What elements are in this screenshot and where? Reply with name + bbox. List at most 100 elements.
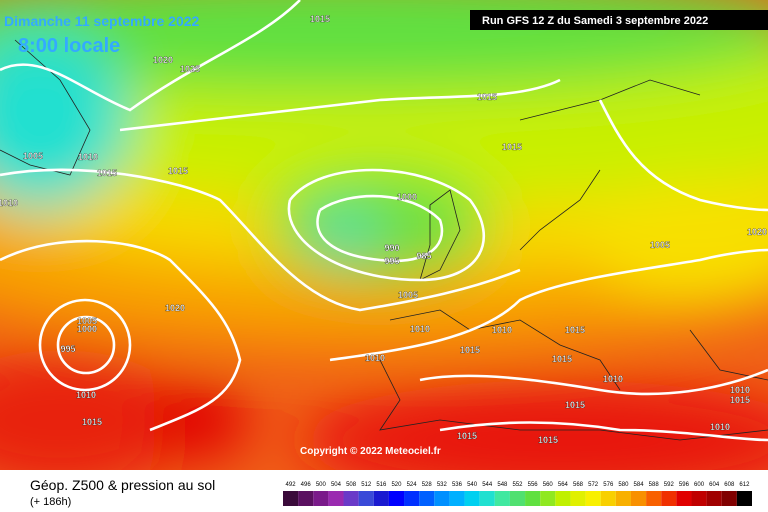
isobar-label: 985 — [416, 251, 431, 261]
legend-tick-label: 504 — [331, 482, 342, 488]
isobar-label: 1005 — [398, 290, 418, 300]
legend-tick-label: 548 — [497, 482, 508, 488]
legend-tick-label: 536 — [452, 482, 463, 488]
legend-tick-label: 560 — [543, 482, 554, 488]
legend-tick-label: 540 — [467, 482, 478, 488]
legend-tick-label: 512 — [361, 482, 372, 488]
legend-swatch — [585, 491, 601, 506]
legend-tick-label: 492 — [286, 482, 297, 488]
legend-tick-label: 604 — [709, 482, 720, 488]
legend-swatch — [404, 491, 420, 506]
legend-swatch — [298, 491, 314, 506]
legend-swatch — [419, 491, 435, 506]
isobar-label: 1015 — [460, 345, 480, 355]
legend-swatch — [570, 491, 586, 506]
isobar-label: 1020 — [165, 303, 185, 313]
legend-tick-label: 532 — [437, 482, 448, 488]
legend-swatch — [509, 491, 526, 506]
isobar-label: 1005 — [77, 316, 97, 326]
isobar-label: 1015 — [730, 395, 750, 405]
legend-swatch — [525, 491, 541, 506]
legend-tick-label: 596 — [679, 482, 690, 488]
isobar-label: 1015 — [565, 325, 585, 335]
map-date: Dimanche 11 septembre 2022 — [4, 13, 200, 29]
legend-swatch — [555, 491, 571, 506]
copyright: Copyright © 2022 Meteociel.fr — [300, 446, 441, 457]
isobar-label: 1015 — [552, 354, 572, 364]
legend-tick-label: 592 — [664, 482, 675, 488]
legend-swatch — [313, 491, 329, 506]
legend-swatch — [343, 491, 359, 506]
isobar-label: 995 — [60, 344, 75, 354]
legend-tick-label: 608 — [724, 482, 735, 488]
legend-tick-label: 528 — [422, 482, 433, 488]
isobar-label: 1010 — [603, 374, 623, 384]
legend-tick-label: 572 — [588, 482, 599, 488]
legend-swatch — [676, 491, 692, 506]
color-legend: 492 496 500 504 508 512 516 520 524 528 532 536 540 5… — [283, 482, 752, 506]
map-time: 8:00 locale — [18, 35, 120, 57]
legend-tick-label: 612 — [739, 482, 750, 488]
isobar-label: 1015 — [457, 431, 477, 441]
isobar-label: 1015 — [477, 92, 497, 102]
isobar-label: 1000 — [397, 192, 417, 202]
legend-swatch — [600, 491, 616, 506]
legend-swatch — [479, 491, 495, 506]
run-info: Run GFS 12 Z du Samedi 3 septembre 2022 — [482, 15, 708, 27]
legend-tick-label: 520 — [391, 482, 402, 488]
legend-tick-label: 508 — [346, 482, 357, 488]
legend-swatch — [615, 491, 631, 506]
isobar-label: 1010 — [492, 325, 512, 335]
legend-swatch — [736, 491, 752, 506]
isobar-label: 1015 — [565, 400, 585, 410]
isobar-label: 1015 — [538, 435, 558, 445]
legend-tick-label: 500 — [316, 482, 327, 488]
legend-swatch — [540, 491, 556, 506]
legend-tick-label: 576 — [603, 482, 614, 488]
legend-swatch — [661, 491, 677, 506]
legend-swatch — [328, 491, 344, 506]
isobar-label: 990 — [384, 243, 399, 253]
isobar-label: 1010 — [76, 390, 96, 400]
legend-tick-label: 496 — [301, 482, 312, 488]
isobar-label: 1010 — [730, 385, 750, 395]
field — [0, 0, 768, 470]
isobar-label: 1010 — [0, 198, 18, 208]
legend-swatch — [434, 491, 450, 506]
isobar-label: 1010 — [410, 324, 430, 334]
isobar-label: 1020 — [153, 55, 173, 65]
legend-tick-label: 600 — [694, 482, 705, 488]
legend-swatch — [373, 491, 389, 506]
footer-lead: (+ 186h) — [30, 496, 71, 508]
legend-tick-label: 524 — [407, 482, 418, 488]
legend-swatch — [283, 491, 299, 506]
isobar-label: 1015 — [97, 168, 117, 178]
footer-title: Géop. Z500 & pression au sol — [30, 477, 215, 493]
legend-tick-label: 552 — [512, 482, 523, 488]
legend-tick-label: 544 — [482, 482, 493, 488]
legend-swatch — [706, 491, 722, 506]
isobar-label: 1000 — [77, 324, 97, 334]
legend-tick-label: 556 — [528, 482, 539, 488]
isobar-label: 995 — [384, 256, 399, 266]
legend-tick-label: 584 — [634, 482, 645, 488]
isobar-label: 1025 — [180, 64, 200, 74]
isobar-label: 1015 — [310, 14, 330, 24]
isobar-label: 1005 — [23, 151, 43, 161]
legend-tick-label: 588 — [649, 482, 660, 488]
isobar-label: 1010 — [365, 353, 385, 363]
isobar-label: 1010 — [710, 422, 730, 432]
legend-swatch — [388, 491, 405, 506]
isobar-label: 1015 — [168, 166, 188, 176]
run-box — [470, 10, 768, 30]
legend-swatch — [630, 491, 647, 506]
isobar-label: 1015 — [82, 417, 102, 427]
legend-tick-label: 516 — [376, 482, 387, 488]
legend-tick-label: 568 — [573, 482, 584, 488]
isobar-label: 1010 — [78, 152, 98, 162]
isobar-label: 1020 — [747, 227, 767, 237]
legend-swatch — [358, 491, 374, 506]
isobar-label: 1015 — [502, 142, 522, 152]
legend-swatch — [494, 491, 510, 506]
